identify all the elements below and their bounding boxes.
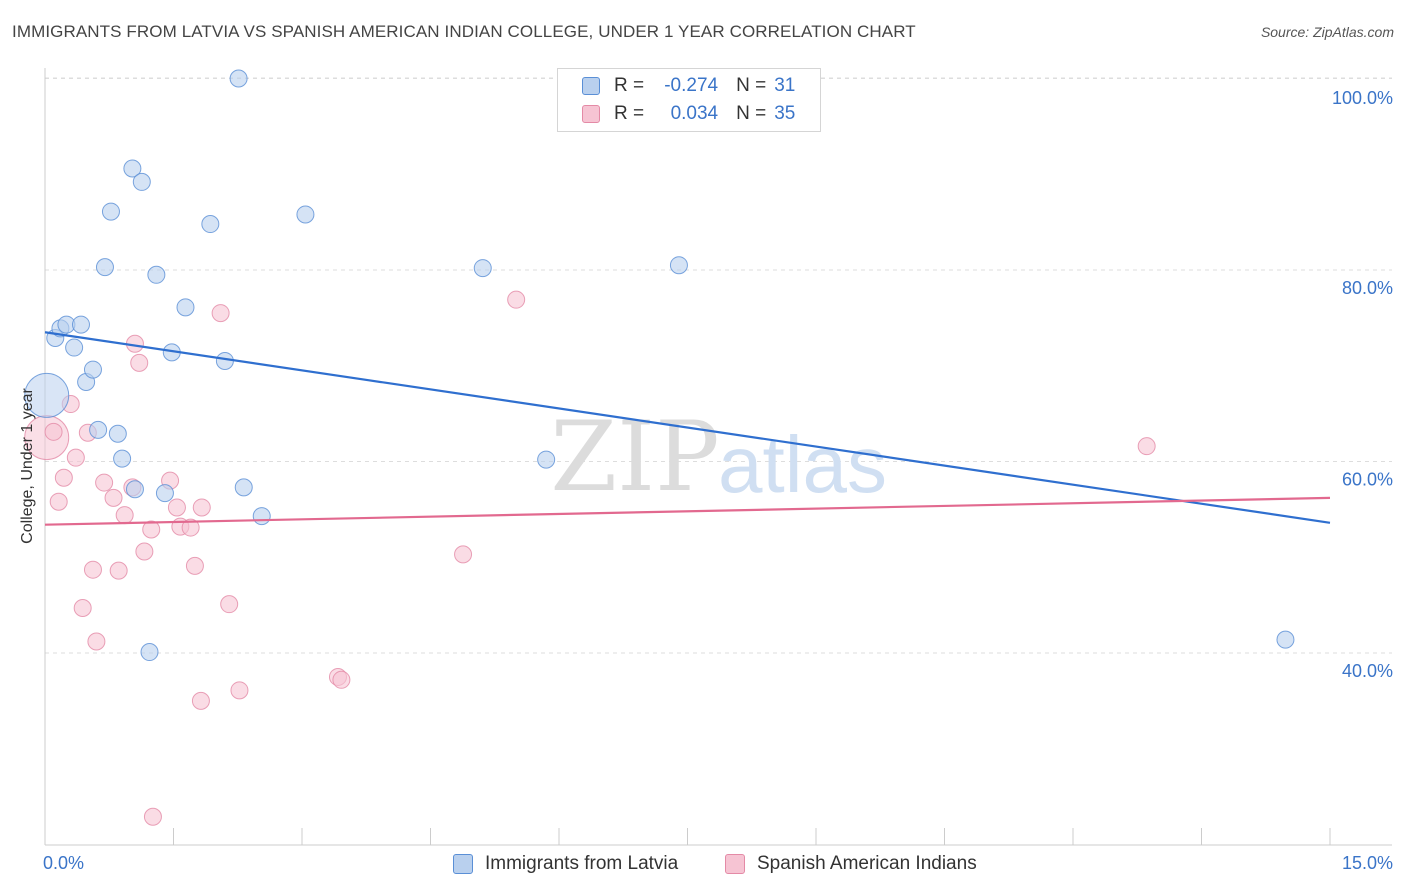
trend-lines (44, 331, 1331, 526)
source-credit: Source: ZipAtlas.com (1260, 24, 1394, 40)
legend-row-spanish-american-indians: R = 0.034 N = 35 (558, 101, 795, 127)
latvia-point (95, 258, 114, 277)
spanish-american-indian-point (87, 632, 106, 651)
latvia-point (132, 172, 151, 191)
spanish-american-indian-point (167, 498, 186, 517)
latvia-point (201, 215, 220, 234)
bottom-legend-latvia: Immigrants from Latvia (453, 852, 678, 876)
spanish-american-indian-point (44, 422, 63, 441)
spanish-american-indian-point (130, 353, 149, 372)
spanish-american-indian-point (142, 520, 161, 539)
legend-r-value: -0.274 (664, 75, 719, 96)
gridlines (45, 77, 1392, 654)
legend-r-label: R = (614, 75, 645, 96)
spanish-american-indian-point (1137, 437, 1156, 456)
latvia-point (125, 480, 144, 499)
legend-swatch-blue (582, 77, 600, 95)
stats-legend: R = -0.274 N = 31 R = 0.034 N = 35 (557, 68, 821, 132)
spanish-american-indian-point (115, 506, 134, 525)
latvia-point (147, 265, 166, 284)
spanish-american-indian-point (185, 556, 204, 575)
spanish-american-indian-point (66, 448, 85, 467)
y-tick-label: 80.0% (1342, 278, 1393, 298)
spanish-american-indian-point (109, 561, 128, 580)
latvia-point (108, 424, 127, 443)
latvia-point (65, 338, 84, 357)
spanish-american-indian-point (181, 518, 200, 537)
latvia-point (101, 202, 120, 221)
spanish-american-indian-point (454, 545, 473, 564)
legend-n-label: N = (736, 75, 767, 96)
bottom-legend-spanish-american-indians: Spanish American Indians (725, 852, 977, 876)
legend-n-label: N = (736, 103, 767, 124)
latvia-point (89, 420, 108, 439)
legend-swatch-pink (582, 105, 600, 123)
spanish-american-indian-point (507, 290, 526, 309)
latvia-point (537, 450, 556, 469)
bottom-legend-swatch-blue (453, 854, 473, 874)
watermark-zip: ZIP (550, 401, 719, 513)
bottom-legend-label-spanish-american-indians: Spanish American Indians (757, 853, 977, 874)
latvia-point (71, 315, 90, 334)
latvia-point (123, 159, 142, 178)
spanish-american-indian-point (332, 670, 351, 689)
spanish-american-indian-point (83, 560, 102, 579)
legend-r-label: R = (614, 103, 645, 124)
latvia-point (252, 507, 271, 526)
spanish-american-indian-point (73, 598, 92, 617)
y-axis-label: College, Under 1 year (19, 388, 36, 544)
legend-r-value: 0.034 (670, 103, 719, 124)
x-tick-label-min: 0.0% (43, 853, 84, 873)
watermark-atlas: atlas (718, 420, 887, 509)
y-tick-label: 60.0% (1342, 470, 1393, 490)
spanish-american-indian-point (54, 468, 73, 487)
spanish-american-indian-point (143, 807, 162, 826)
latvia-point (155, 484, 174, 503)
legend-n-value: 35 (774, 103, 796, 124)
latvia-point (234, 478, 253, 497)
latvia-point (296, 205, 315, 224)
x-tick-label-max: 15.0% (1342, 853, 1393, 873)
latvia-point (215, 351, 234, 370)
series-spanish-american-indians-points (24, 290, 1156, 826)
spanish-american-indian-point (211, 304, 230, 323)
spanish-american-indian-point (230, 681, 249, 700)
latvia-point (229, 69, 248, 88)
latvia-point (176, 298, 195, 317)
spanish-american-indian-point (104, 488, 123, 507)
x-tick-labels: 0.0% 15.0% (43, 853, 1393, 873)
latvia-point (473, 259, 492, 278)
latvia-point (113, 449, 132, 468)
latvia-point (83, 360, 102, 379)
bottom-legend-swatch-pink (725, 854, 745, 874)
bottom-legend-label-latvia: Immigrants from Latvia (485, 853, 679, 874)
chart-title: IMMIGRANTS FROM LATVIA VS SPANISH AMERIC… (12, 22, 916, 41)
trend-line-latvia (44, 331, 1331, 524)
legend-row-latvia: R = -0.274 N = 31 (558, 73, 795, 99)
spanish-american-indian-point (220, 595, 239, 614)
spanish-american-indian-point (192, 498, 211, 517)
series-immigrants-latvia-points (24, 69, 1295, 662)
y-tick-labels: 40.0% 60.0% 80.0% 100.0% (1332, 88, 1393, 681)
spanish-american-indian-point (49, 492, 68, 511)
latvia-point (24, 372, 70, 418)
spanish-american-indian-point (135, 542, 154, 561)
spanish-american-indian-point (95, 473, 114, 492)
y-tick-label: 40.0% (1342, 661, 1393, 681)
latvia-point (1276, 630, 1295, 649)
latvia-point (669, 256, 688, 275)
y-tick-label: 100.0% (1332, 88, 1393, 108)
watermark: ZIP atlas (550, 401, 887, 513)
spanish-american-indian-point (191, 691, 210, 710)
legend-n-value: 31 (774, 75, 796, 96)
latvia-point (140, 643, 159, 662)
trend-line-spanish-american-indians (44, 496, 1331, 526)
